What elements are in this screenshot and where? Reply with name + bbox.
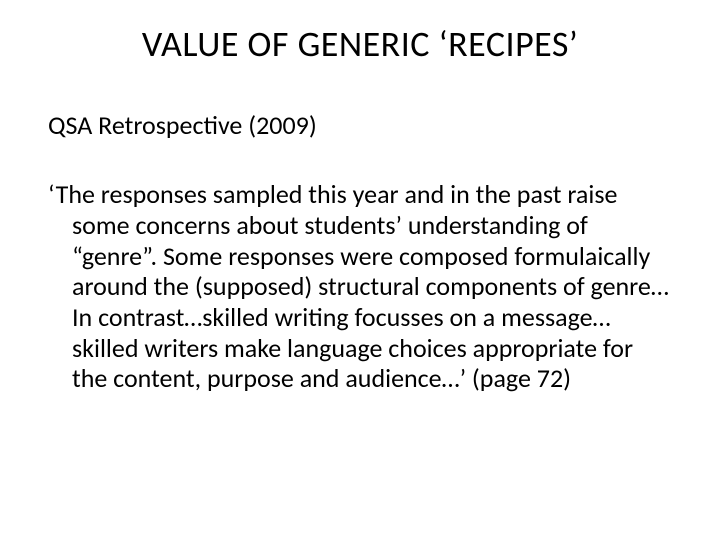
slide-body: ‘The responses sampled this year and in … (48, 179, 672, 394)
slide-container: VALUE OF GENERIC ‘RECIPES’ QSA Retrospec… (0, 0, 720, 540)
slide-subtitle: QSA Retrospective (2009) (48, 110, 672, 141)
slide-title: VALUE OF GENERIC ‘RECIPES’ (48, 22, 672, 66)
